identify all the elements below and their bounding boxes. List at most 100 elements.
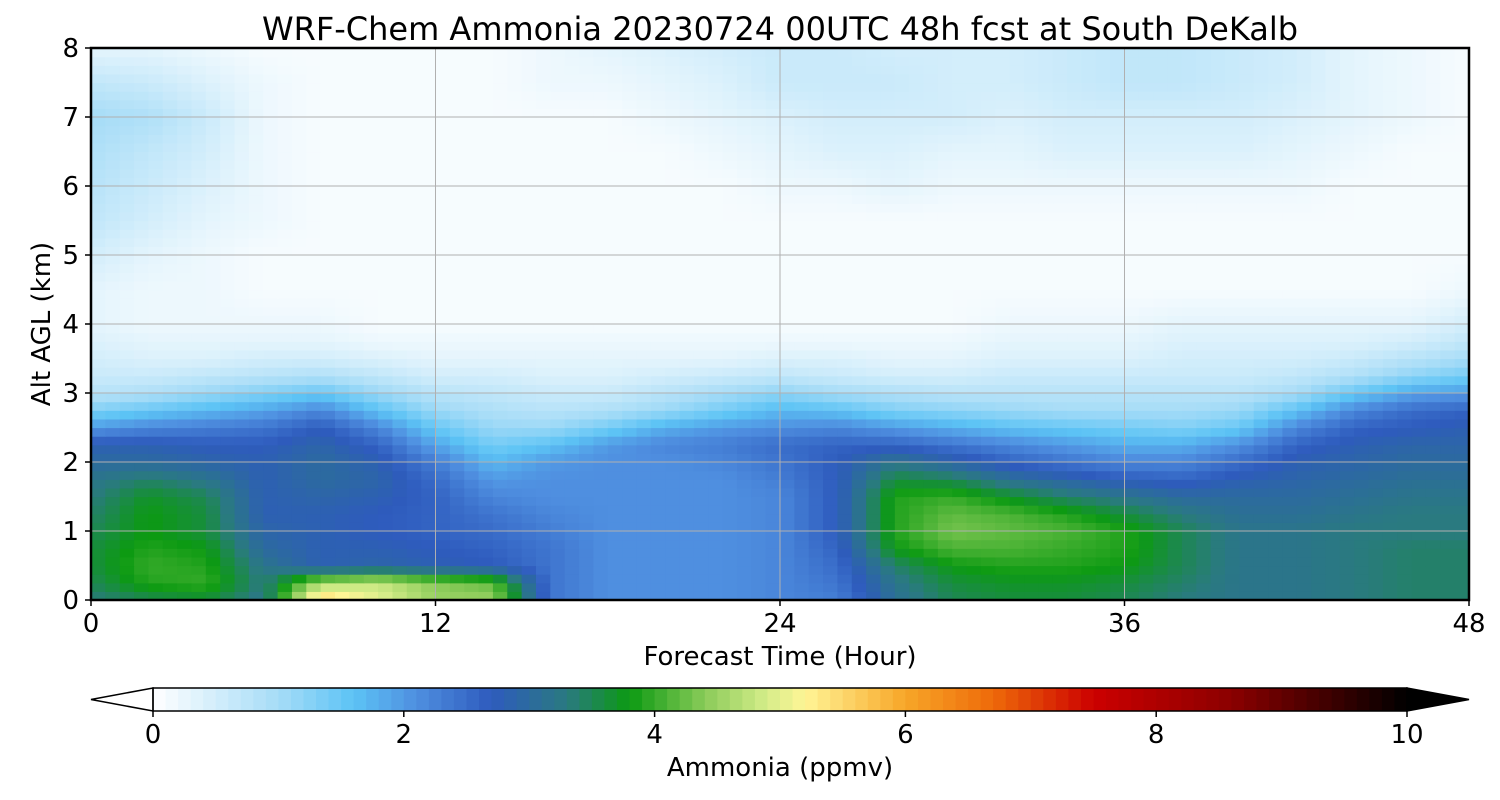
- heatmap-cell: [1397, 384, 1413, 394]
- heatmap-cell: [162, 539, 178, 549]
- heatmap-cell: [650, 203, 666, 213]
- heatmap-cell: [736, 436, 752, 446]
- heatmap-cell: [966, 582, 982, 592]
- heatmap-cell: [1052, 565, 1068, 575]
- heatmap-cell: [1425, 367, 1441, 377]
- heatmap-cell: [119, 142, 135, 153]
- heatmap-cell: [780, 410, 795, 420]
- heatmap-cell: [909, 574, 925, 584]
- heatmap-cell: [765, 289, 781, 299]
- heatmap-cell: [363, 160, 379, 170]
- heatmap-cell: [435, 462, 451, 472]
- heatmap-cell: [1425, 444, 1441, 454]
- heatmap-cell: [607, 418, 623, 429]
- heatmap-cell: [119, 194, 135, 204]
- heatmap-cell: [1038, 211, 1054, 222]
- heatmap-cell: [1167, 487, 1183, 498]
- heatmap-cell: [751, 367, 767, 377]
- heatmap-cell: [607, 574, 623, 584]
- heatmap-cell: [392, 349, 408, 360]
- heatmap-cell: [1325, 367, 1341, 377]
- heatmap-cell: [622, 177, 638, 187]
- heatmap-cell: [435, 255, 451, 265]
- heatmap-cell: [91, 556, 106, 567]
- heatmap-cell: [1153, 177, 1169, 187]
- heatmap-cell: [1210, 229, 1226, 239]
- heatmap-cell: [291, 289, 307, 299]
- heatmap-cell: [248, 367, 264, 377]
- heatmap-cell: [335, 436, 350, 446]
- heatmap-cell: [1239, 513, 1255, 523]
- heatmap-cell: [521, 436, 537, 446]
- heatmap-cell: [263, 375, 279, 385]
- heatmap-cell: [1339, 367, 1355, 377]
- heatmap-cell: [349, 444, 365, 454]
- heatmap-cell: [406, 203, 422, 213]
- heatmap-cell: [593, 582, 609, 592]
- heatmap-cell: [593, 220, 609, 230]
- heatmap-cell: [995, 410, 1011, 420]
- heatmap-cell: [1296, 211, 1312, 222]
- heatmap-cell: [464, 479, 480, 489]
- heatmap-cell: [1239, 211, 1255, 222]
- heatmap-cell: [593, 315, 609, 325]
- heatmap-cell: [1454, 186, 1469, 196]
- heatmap-cell: [1368, 522, 1384, 532]
- heatmap-cell: [1224, 462, 1240, 472]
- heatmap-cell: [1325, 462, 1341, 472]
- heatmap-cell: [1124, 367, 1140, 377]
- heatmap-cell: [1253, 315, 1269, 325]
- heatmap-cell: [306, 462, 322, 472]
- heatmap-cell: [320, 384, 336, 394]
- heatmap-cell: [191, 513, 207, 523]
- heatmap-cell: [794, 436, 810, 446]
- heatmap-cell: [1210, 462, 1226, 472]
- heatmap-cell: [1454, 401, 1469, 411]
- heatmap-cell: [263, 341, 279, 351]
- heatmap-cell: [134, 367, 150, 377]
- heatmap-cell: [205, 358, 221, 368]
- heatmap-cell: [134, 263, 150, 273]
- heatmap-cell: [1124, 582, 1140, 592]
- heatmap-cell: [449, 289, 465, 299]
- heatmap-cell: [837, 410, 853, 420]
- heatmap-cell: [607, 298, 623, 308]
- heatmap-cell: [894, 427, 910, 437]
- heatmap-cell: [1253, 237, 1269, 247]
- heatmap-cell: [134, 479, 150, 489]
- heatmap-cell: [550, 375, 566, 385]
- heatmap-cell: [1138, 246, 1154, 256]
- heatmap-cell: [177, 418, 193, 429]
- heatmap-cell: [923, 367, 939, 377]
- heatmap-cell: [263, 280, 279, 291]
- heatmap-cell: [1038, 479, 1054, 489]
- heatmap-cell: [1382, 289, 1398, 299]
- heatmap-cell: [1181, 479, 1197, 489]
- heatmap-cell: [1382, 280, 1398, 291]
- heatmap-cell: [421, 324, 437, 334]
- heatmap-cell: [751, 255, 767, 265]
- heatmap-cell: [708, 522, 724, 532]
- heatmap-cell: [177, 306, 193, 316]
- heatmap-cell: [205, 410, 221, 420]
- heatmap-cell: [1282, 453, 1298, 463]
- heatmap-cell: [851, 591, 867, 600]
- heatmap-cell: [1095, 306, 1111, 316]
- heatmap-cell: [363, 505, 379, 515]
- heatmap-cell: [306, 237, 322, 247]
- heatmap-cell: [134, 246, 150, 256]
- heatmap-cell: [1253, 591, 1269, 600]
- heatmap-cell: [191, 358, 207, 368]
- heatmap-cell: [1382, 539, 1398, 549]
- heatmap-cell: [535, 565, 551, 575]
- heatmap-cell: [1124, 384, 1140, 394]
- heatmap-cell: [1052, 186, 1068, 196]
- heatmap-cell: [937, 470, 953, 480]
- heatmap-cell: [406, 220, 422, 230]
- heatmap-cell: [1425, 574, 1441, 584]
- heatmap-cell: [765, 349, 781, 360]
- heatmap-cell: [579, 194, 594, 204]
- heatmap-cell: [1397, 410, 1413, 420]
- heatmap-cell: [191, 306, 207, 316]
- heatmap-cell: [1138, 367, 1154, 377]
